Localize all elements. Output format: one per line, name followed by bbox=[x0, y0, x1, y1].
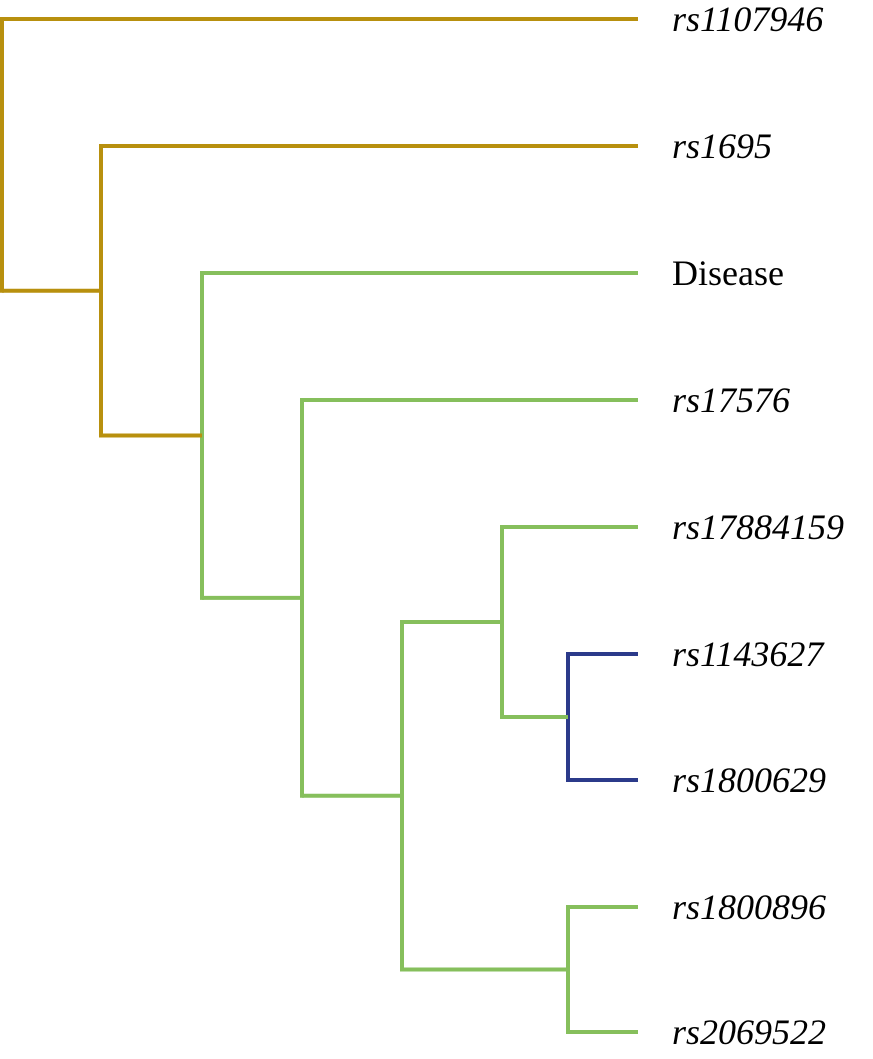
leaf-label-rs17884159: rs17884159 bbox=[672, 507, 844, 547]
dendrogram-branches bbox=[0, 17, 638, 1034]
leaf-label-rs1107946: rs1107946 bbox=[672, 0, 823, 39]
leaf-label-rs17576: rs17576 bbox=[672, 380, 790, 420]
leaf-labels: rs1107946 rs1695 Disease rs17576 rs17884159 r… bbox=[672, 0, 844, 1052]
leaf-label-rs2069522: rs2069522 bbox=[672, 1012, 826, 1052]
leaf-label-disease: Disease bbox=[672, 253, 784, 293]
leaf-label-rs1143627: rs1143627 bbox=[672, 634, 825, 674]
leaf-label-rs1695: rs1695 bbox=[672, 126, 772, 166]
leaf-label-rs1800629: rs1800629 bbox=[672, 760, 826, 800]
leaf-label-rs1800896: rs1800896 bbox=[672, 887, 826, 927]
